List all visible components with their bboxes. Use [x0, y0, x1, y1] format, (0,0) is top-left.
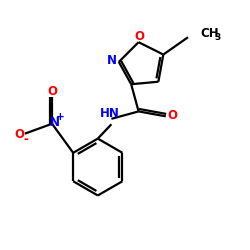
Text: -: -: [23, 133, 28, 146]
Text: 3: 3: [215, 33, 221, 42]
Text: O: O: [14, 128, 24, 141]
Text: N: N: [107, 54, 117, 68]
Text: HN: HN: [100, 107, 119, 120]
Text: O: O: [134, 30, 144, 43]
Text: O: O: [48, 85, 58, 98]
Text: CH: CH: [200, 27, 219, 40]
Text: N: N: [50, 116, 60, 129]
Text: O: O: [168, 109, 177, 122]
Text: +: +: [56, 112, 65, 122]
